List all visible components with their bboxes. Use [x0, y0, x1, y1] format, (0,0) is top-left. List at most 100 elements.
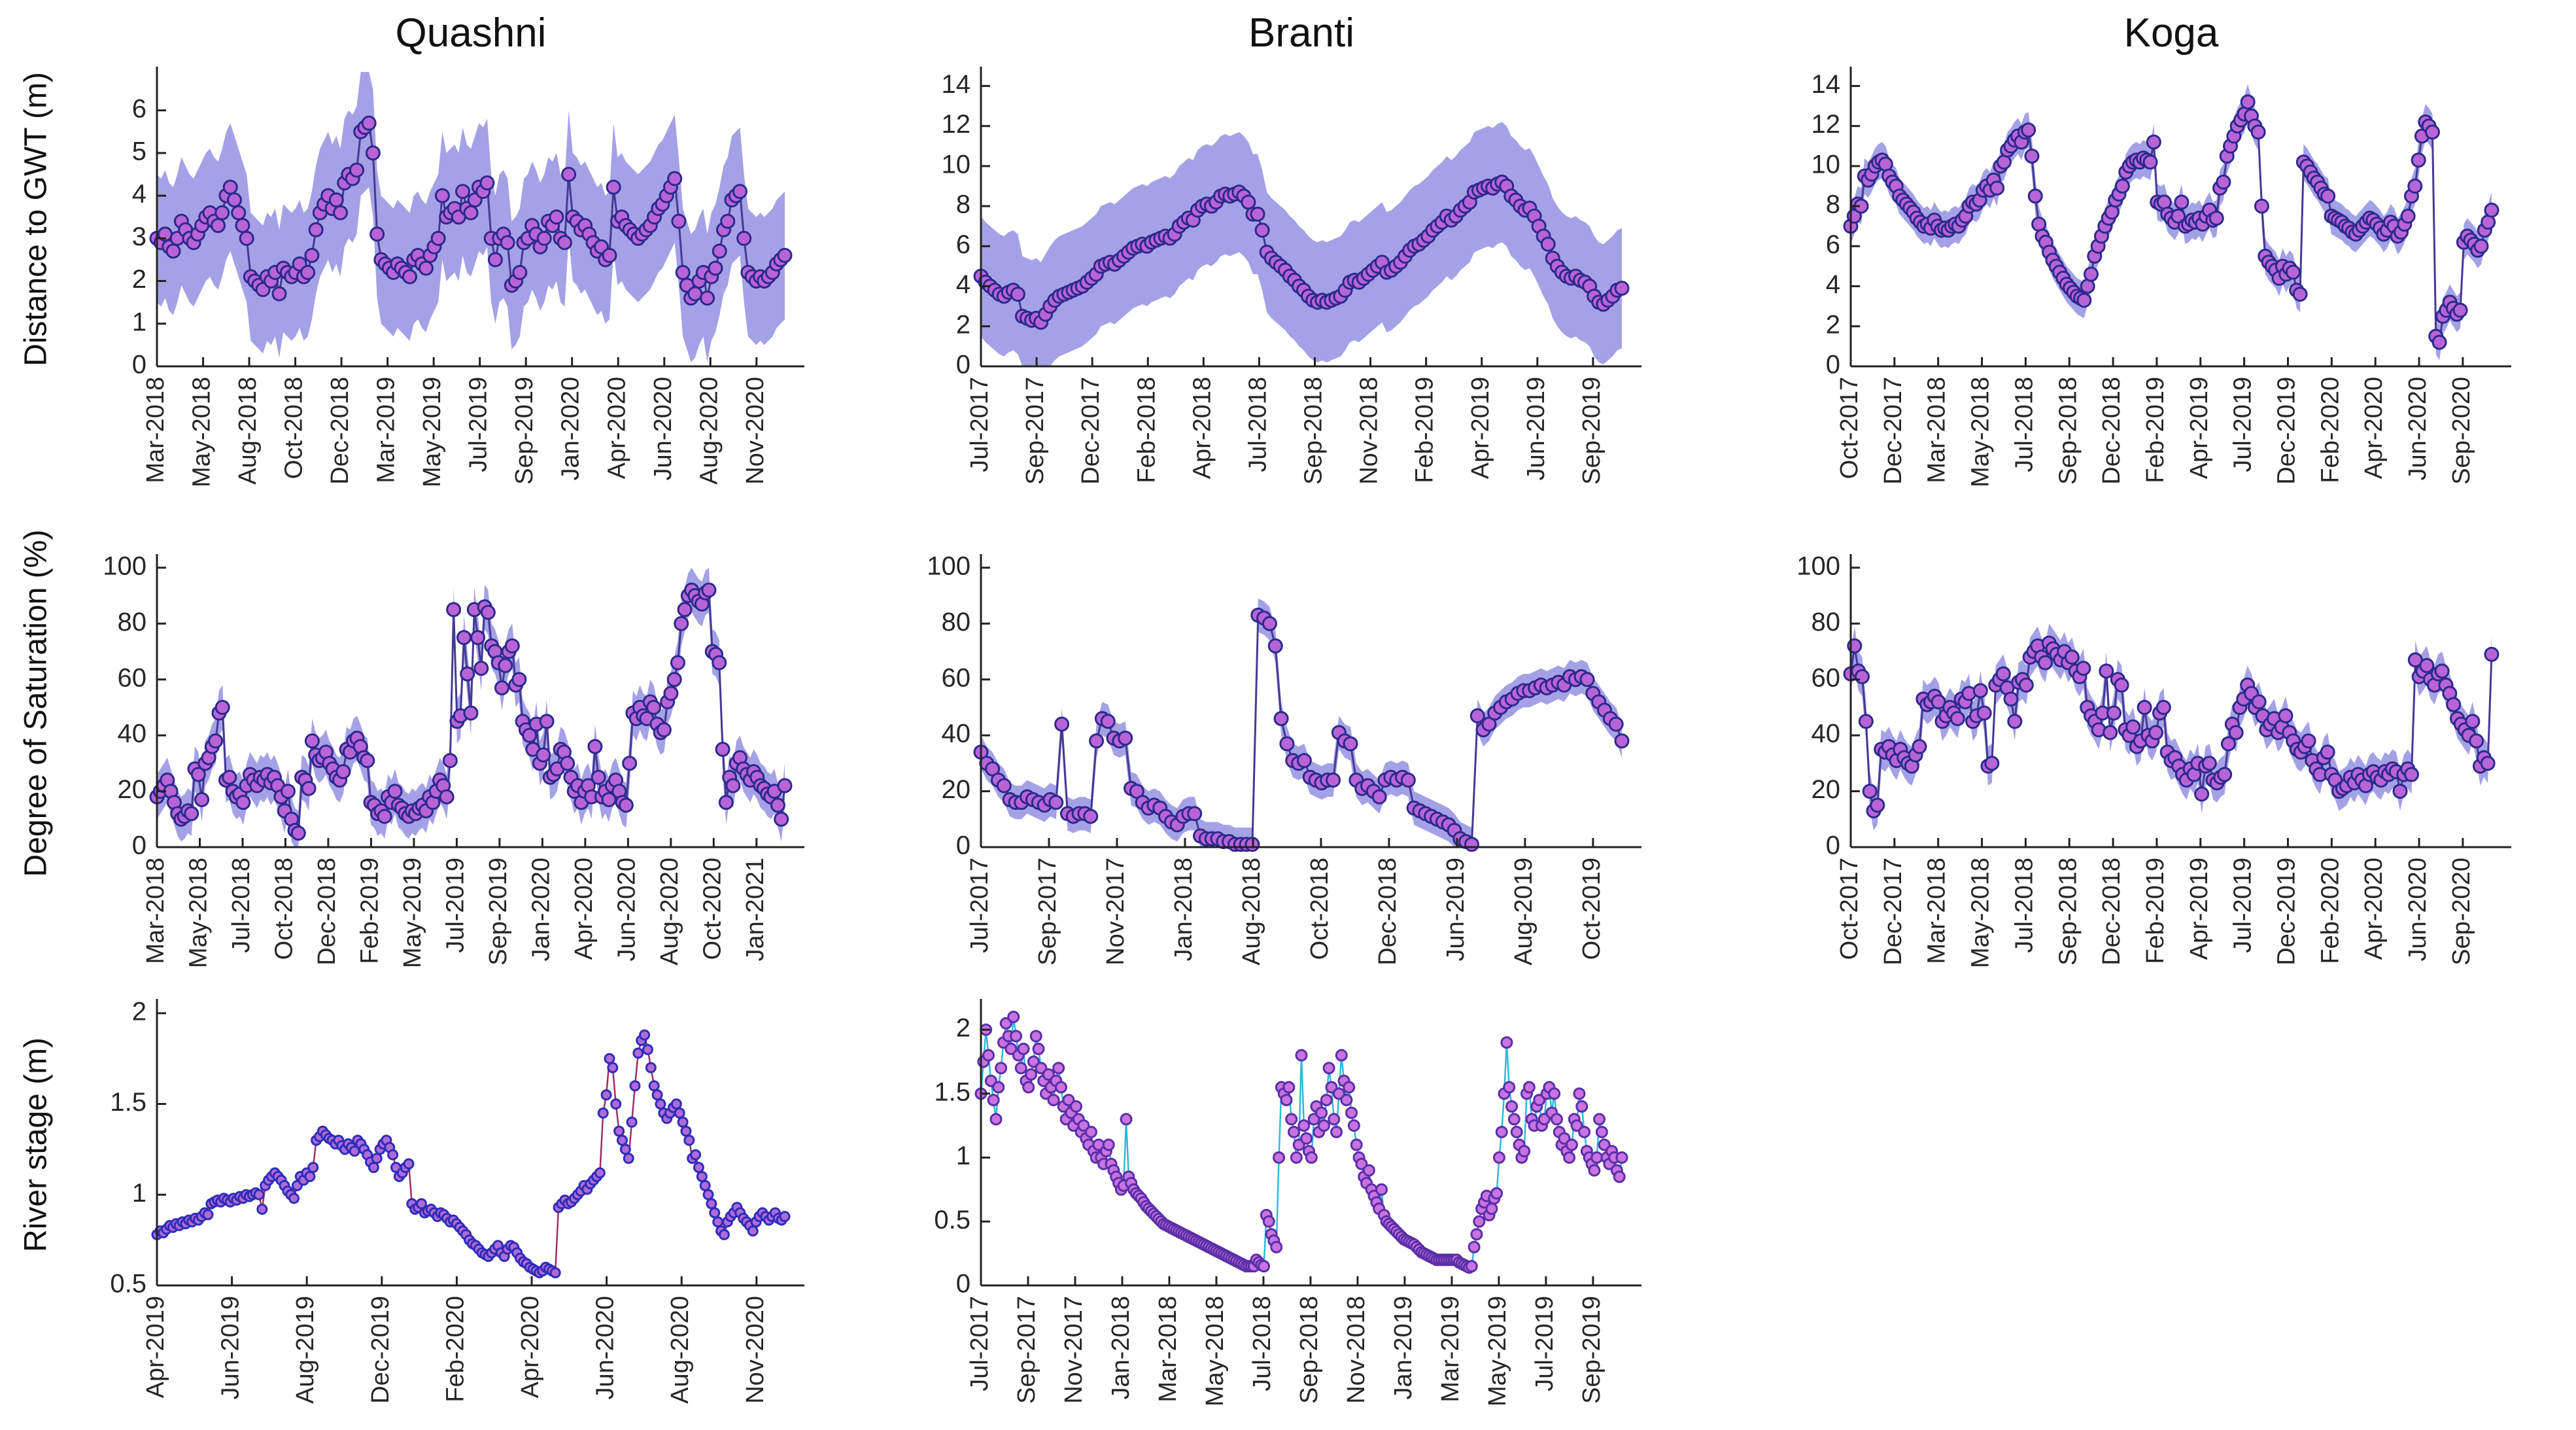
chart-branti-river-stage-svg: 0 0.5 1 1.5 2 Jul-2017 Sep-2017 Nov-2017 Jan-201… [934, 999, 1641, 1406]
data-point [1345, 1106, 1358, 1119]
data-point [622, 756, 638, 771]
data-point [1305, 1151, 1318, 1164]
data-point [674, 616, 689, 631]
data-point [304, 1171, 316, 1183]
x-tick-label: Jul-2017 [966, 1296, 993, 1391]
data-point [304, 247, 320, 263]
data-point [1330, 1125, 1343, 1138]
data-point [456, 630, 472, 646]
data-point [561, 167, 577, 183]
x-tick-label: Jan-2018 [1107, 1296, 1135, 1399]
data-point [301, 780, 317, 796]
data-point [1335, 1049, 1348, 1062]
data-point [500, 235, 515, 251]
data-point [2434, 663, 2450, 679]
data-point [2278, 708, 2293, 724]
data-point [536, 230, 552, 246]
x-tick-label: Oct-2019 [1578, 858, 1606, 960]
data-point [606, 179, 621, 195]
data-point [1540, 236, 1556, 252]
data-point [1258, 1260, 1271, 1273]
x-tick-label: Sep-2020 [2448, 858, 2475, 966]
x-tick-label: Mar-2019 [373, 377, 400, 483]
x-tick-label: Jul-2018 [2010, 377, 2038, 472]
x-tick-label: Nov-2020 [742, 377, 769, 485]
x-tick-label: Sep-2019 [1578, 377, 1606, 485]
data-point [2155, 699, 2171, 715]
data-point [2407, 178, 2423, 194]
data-point [304, 733, 320, 749]
data-point [1492, 1151, 1505, 1164]
data-point [1507, 1113, 1520, 1126]
data-point [1855, 669, 1870, 684]
x-tick-label: Dec-2018 [313, 858, 341, 966]
data-point [629, 1080, 641, 1092]
x-tick-label: Jan-2021 [742, 858, 769, 961]
data-point [1565, 1138, 1578, 1151]
y-tick-label: 20 [118, 775, 147, 804]
data-point [2171, 208, 2186, 224]
x-tick-label: Dec-2019 [367, 1296, 394, 1404]
data-point [2174, 194, 2190, 210]
data-point [360, 753, 375, 769]
data-point [677, 602, 693, 618]
data-point [2146, 134, 2161, 150]
data-point [1118, 730, 1133, 746]
data-point [328, 192, 344, 208]
x-tick-label: Feb-2019 [2142, 377, 2169, 483]
chart-branti-distance-to-gwt: 0 2 4 6 8 10 12 14 Jul-2017 Sep-2017 Dec-2017 Feb-2… [883, 7, 1694, 523]
data-point [2201, 756, 2217, 771]
y-tick-label: 0 [956, 1270, 970, 1299]
data-point [648, 1080, 660, 1092]
data-point [779, 1211, 791, 1223]
data-point [632, 1047, 644, 1059]
data-point [387, 1149, 399, 1160]
data-point [1862, 784, 1878, 799]
data-point [2084, 266, 2099, 282]
y-tick-label: 1.5 [934, 1077, 970, 1106]
data-point [1089, 733, 1105, 749]
data-point [1371, 789, 1387, 805]
data-point [1858, 714, 1874, 729]
data-point [1267, 638, 1283, 654]
x-tick-label: Oct-2017 [1836, 858, 1863, 960]
data-point [2076, 292, 2092, 308]
x-tick-label: Feb-2019 [2142, 858, 2169, 964]
data-point [594, 1167, 606, 1179]
data-point [1984, 756, 2000, 771]
x-tick-label: Mar-2018 [1923, 377, 1951, 483]
x-tick-label: Jul-2017 [966, 858, 993, 953]
data-point [365, 145, 381, 161]
data-point [1273, 1151, 1286, 1164]
data-point [504, 638, 520, 654]
data-point [480, 604, 496, 620]
x-tick-label: Jun-2020 [2404, 377, 2431, 480]
data-point [369, 226, 385, 242]
data-point [2228, 725, 2244, 741]
data-point [271, 286, 287, 302]
data-point [2027, 188, 2043, 204]
x-tick-label: Dec-2017 [1880, 858, 1907, 966]
data-point [253, 1189, 265, 1200]
data-point [736, 230, 752, 246]
data-point [1473, 1215, 1486, 1228]
data-point [487, 252, 503, 268]
data-point [1469, 708, 1485, 724]
x-tick-label: Nov-2017 [1102, 858, 1129, 966]
data-point [706, 1198, 717, 1210]
data-point [1550, 1113, 1563, 1126]
y-tick-label: 80 [942, 608, 971, 637]
data-point [1490, 1187, 1503, 1200]
data-point [1573, 1087, 1586, 1100]
x-tick-label: Jul-2019 [465, 377, 492, 472]
data-point [670, 655, 685, 671]
data-point [1870, 797, 1885, 813]
x-tick-label: Feb-2020 [441, 1296, 469, 1403]
x-tick-label: Jul-2019 [2229, 858, 2257, 953]
data-point [202, 1209, 214, 1221]
x-tick-label: Oct-2018 [270, 858, 298, 960]
data-point [645, 1062, 657, 1073]
data-point [1375, 1183, 1388, 1196]
x-tick-label: Apr-2018 [1188, 377, 1216, 479]
data-point [2208, 210, 2224, 226]
